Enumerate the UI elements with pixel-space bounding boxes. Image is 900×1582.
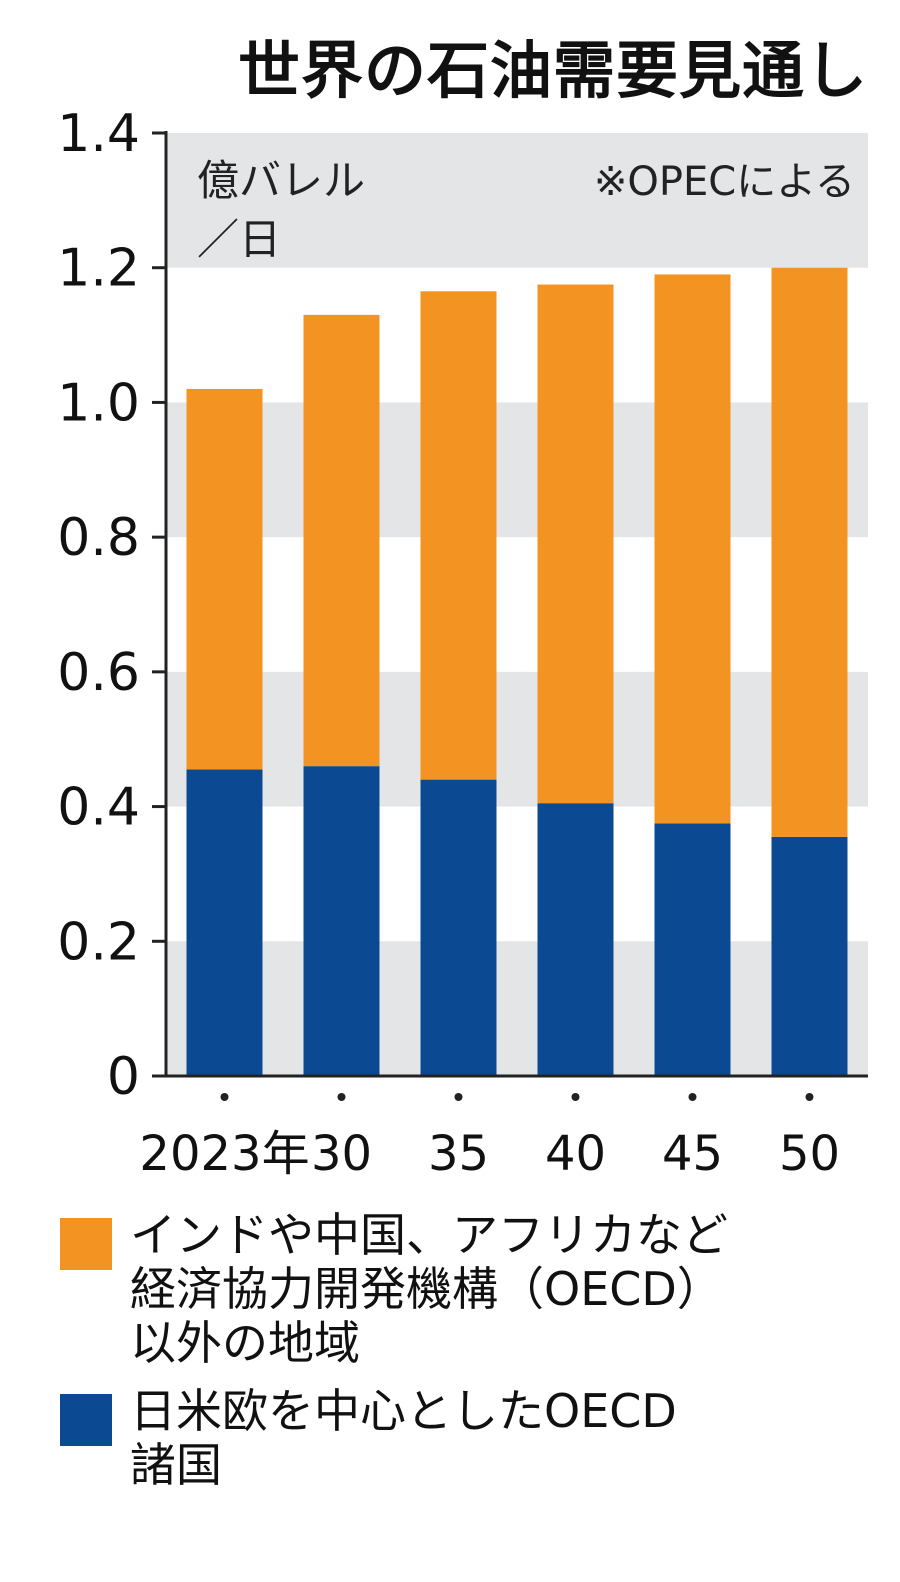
legend-label-line: インドや中国、アフリカなど [130,1208,728,1262]
legend: インドや中国、アフリカなど 経済協力開発機構（OECD） 以外の地域日米欧を中心とし… [60,1208,880,1492]
legend-label-line: 経済協力開発機構（OECD） [130,1262,723,1316]
legend-label-line: 日米欧を中心としたOECD [130,1384,677,1438]
x-tick-dot [571,1093,580,1101]
y-tick-label: 1.4 [57,104,140,164]
grid-band [166,402,868,538]
unit-label-line1: 億バレル [197,156,365,205]
grid-band [166,133,868,268]
y-tick-label: 1.0 [57,373,140,433]
bar-oecd [537,803,614,1076]
unit-label-line2: ／日 [197,215,281,264]
y-tick-label: 0.4 [57,778,140,838]
x-tick-label: 30 [311,1126,372,1182]
y-tick-label: 0.6 [57,643,140,703]
x-tick-dot [805,1093,814,1101]
bar-oecd [654,823,731,1076]
bar-oecd [420,779,497,1076]
y-tick-label: 1.2 [57,239,140,299]
bar-oecd [303,766,380,1076]
legend-label-line: 以外の地域 [130,1316,360,1370]
legend-swatch-oecd [60,1394,112,1446]
bar-oecd_other [186,388,263,770]
y-tick-label: 0.2 [57,912,140,972]
chart-title: 世界の石油需要見通し [237,34,868,107]
legend-item-oecd: 日米欧を中心としたOECD 諸国 [60,1384,880,1492]
bar-oecd_other [771,267,848,837]
legend-label-line: 諸国 [130,1438,222,1492]
bar-oecd_other [303,314,380,767]
bar-oecd_other [420,291,497,780]
x-tick-dot [454,1093,463,1101]
x-tick-label: 35 [428,1126,489,1182]
bar-oecd [771,836,848,1076]
bar-chart: 億バレル ／日 ※OPECによる 0 0.2 0.4 0.6 0.8 1.0 1.2 1.4 2… [57,104,868,1182]
y-tick-label: 0 [107,1047,140,1107]
bar-oecd_other [537,284,614,804]
grid-band [166,941,868,1076]
x-tick-label: 2023年 [139,1126,309,1182]
y-tick-label: 0.8 [57,508,140,568]
legend-item-oecd_other: インドや中国、アフリカなど 経済協力開発機構（OECD） 以外の地域 [60,1208,880,1370]
x-tick-label: 50 [779,1126,840,1182]
x-tick-dot [220,1093,229,1101]
x-tick-dot [337,1093,346,1101]
x-tick-label: 40 [545,1126,606,1182]
x-tick-label: 45 [662,1126,723,1182]
bar-oecd [186,769,263,1076]
bar-oecd_other [654,274,731,824]
source-note: ※OPECによる [594,159,855,205]
x-tick-dot [688,1093,697,1101]
legend-swatch-oecd_other [60,1218,112,1270]
grid-band [166,671,868,807]
